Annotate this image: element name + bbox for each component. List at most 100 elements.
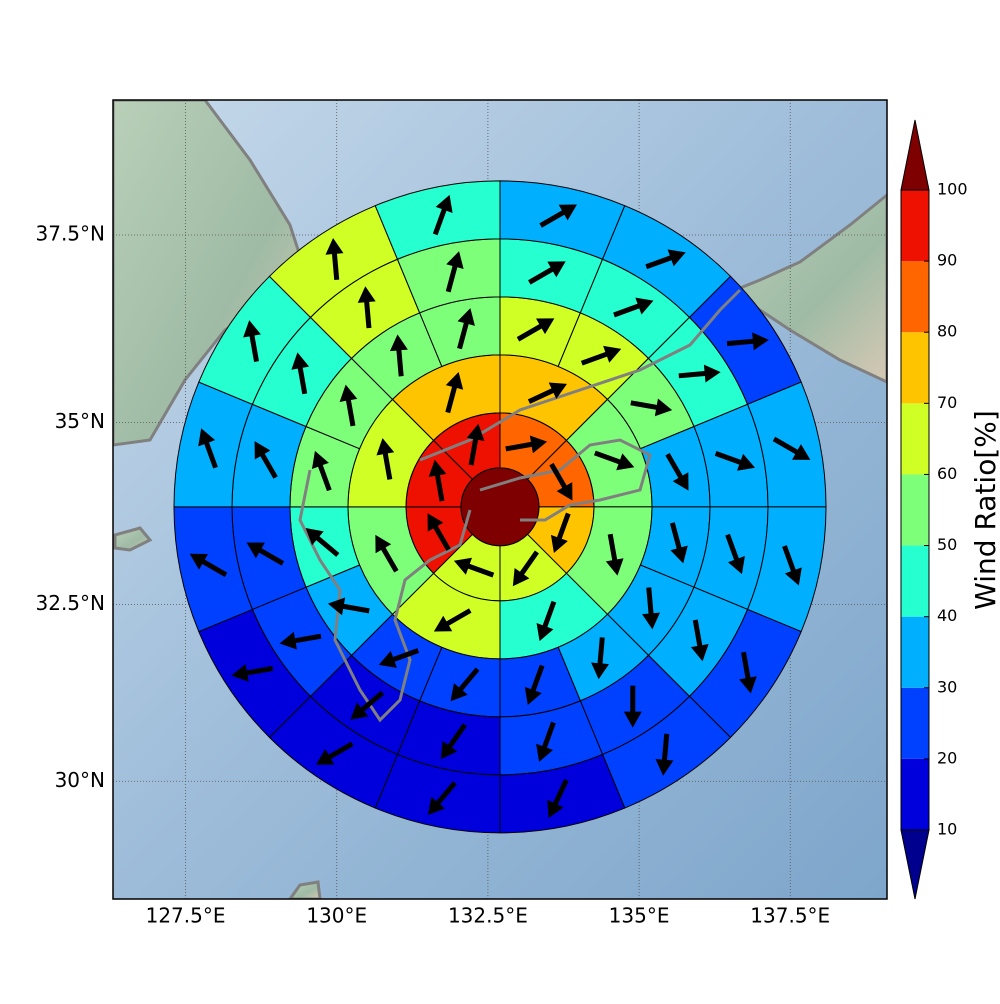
coastline bbox=[479, 438, 652, 522]
wind-arrow bbox=[327, 597, 370, 616]
wind-arrow bbox=[376, 438, 395, 480]
wind-arrow bbox=[305, 528, 340, 557]
colorbar-frame bbox=[900, 189, 930, 831]
colorbar-swatch bbox=[901, 474, 929, 546]
wind-arrow bbox=[311, 450, 332, 492]
wind-arrow bbox=[254, 441, 278, 479]
colorbar-under bbox=[900, 829, 930, 900]
wind-arrow bbox=[580, 345, 622, 366]
wind-arrow bbox=[378, 648, 420, 668]
wind-arrow bbox=[246, 542, 285, 566]
wind-arrow bbox=[678, 364, 721, 383]
wind-arrow bbox=[549, 462, 573, 501]
wind-arrow bbox=[527, 382, 568, 404]
wind-arrow bbox=[655, 733, 674, 776]
y-tick-label: 32.5°N bbox=[36, 591, 106, 615]
colorbar-tick-label: 100 bbox=[937, 180, 968, 199]
wind-arrow bbox=[505, 435, 548, 454]
wind-arrow bbox=[427, 513, 451, 551]
wind-arrow bbox=[782, 545, 802, 586]
wind-arrow bbox=[291, 352, 310, 395]
colorbar-tick-label: 40 bbox=[937, 606, 957, 625]
wind-arrow bbox=[450, 667, 480, 702]
colorbar-tick-label: 60 bbox=[937, 464, 957, 483]
wind-arrow bbox=[528, 261, 566, 285]
wind-arrow bbox=[375, 534, 399, 573]
wind-arrow bbox=[524, 664, 545, 706]
wind-arrow bbox=[453, 557, 495, 578]
y-tick-label: 37.5°N bbox=[36, 222, 106, 246]
x-tick-label: 130°E bbox=[306, 904, 367, 928]
colorbar-over bbox=[900, 119, 930, 191]
sectors bbox=[173, 180, 827, 834]
wind-arrow bbox=[440, 723, 467, 760]
colorbar-tick-label: 70 bbox=[937, 393, 957, 412]
colorbar-tick-label: 50 bbox=[937, 535, 957, 554]
wind-arrow bbox=[231, 664, 274, 682]
land bbox=[288, 880, 322, 899]
wind-arrow bbox=[669, 522, 688, 564]
arrows bbox=[189, 194, 811, 819]
wind-arrow bbox=[630, 398, 673, 417]
wind-arrow bbox=[198, 428, 218, 469]
wind-arrow bbox=[739, 651, 757, 694]
wind-arrow bbox=[432, 194, 453, 236]
wind-arrow bbox=[433, 608, 472, 632]
wind-arrow bbox=[539, 204, 577, 228]
wind-arrow bbox=[339, 384, 358, 427]
wind-arrow bbox=[279, 631, 322, 650]
wind-arrow bbox=[772, 436, 811, 460]
x-tick-label: 135°E bbox=[609, 904, 670, 928]
wind-arrow bbox=[547, 778, 569, 819]
wind-arrow bbox=[457, 308, 475, 350]
wind-arrow bbox=[516, 318, 555, 342]
wind-arrow bbox=[591, 637, 610, 680]
colorbar-swatch bbox=[901, 687, 929, 759]
plot-frame bbox=[112, 99, 888, 900]
colorbar-swatch bbox=[901, 403, 929, 475]
x-tick-label: 127.5°E bbox=[146, 904, 226, 928]
wind-arrow bbox=[445, 371, 464, 414]
wind-arrow bbox=[243, 320, 261, 362]
colorbar-swatch bbox=[901, 758, 929, 830]
wind-arrow bbox=[665, 452, 689, 491]
wind-arrow bbox=[350, 690, 385, 720]
wind-arrow bbox=[613, 297, 654, 318]
colorbar-swatch bbox=[901, 616, 929, 688]
wind-arrow bbox=[428, 459, 447, 502]
wind-arrow bbox=[536, 721, 556, 762]
wind-arrow bbox=[642, 587, 660, 630]
colorbar-swatch bbox=[901, 332, 929, 404]
x-tick-label: 132.5°E bbox=[448, 904, 528, 928]
wind-arrow bbox=[315, 741, 354, 765]
axes: 127.5°E 130°E 132.5°E 135°E 137.5°E 30°N 32.5°… bbox=[36, 222, 831, 928]
coastline bbox=[298, 469, 472, 723]
sector bbox=[374, 180, 501, 260]
wind-arrow bbox=[645, 249, 686, 270]
wind-arrow bbox=[357, 286, 376, 329]
colorbar: 10 20 30 40 50 60 70 80 90 100 bbox=[900, 119, 968, 900]
wind-arrow bbox=[389, 334, 408, 377]
wind-arrow bbox=[189, 553, 228, 577]
colorbar-swatch bbox=[901, 190, 929, 262]
wind-arrow bbox=[593, 450, 635, 471]
wind-arrow bbox=[427, 781, 457, 815]
wind-arrow bbox=[512, 550, 539, 587]
wind-arrow bbox=[623, 685, 642, 728]
wind-arrow bbox=[726, 332, 769, 351]
wind-arrow bbox=[325, 237, 344, 281]
wind-arrow bbox=[550, 512, 571, 553]
colorbar-swatch bbox=[901, 261, 929, 333]
y-tick-label: 35°N bbox=[55, 409, 105, 433]
colorbar-label: Wind Ratio[%] bbox=[969, 410, 1000, 610]
wind-arrow bbox=[714, 451, 756, 471]
wind-arrow bbox=[536, 600, 557, 642]
colorbar-tick-label: 10 bbox=[937, 820, 957, 839]
wind-arrow bbox=[466, 423, 485, 466]
y-tick-label: 30°N bbox=[55, 768, 105, 792]
colorbar-swatch bbox=[901, 545, 929, 617]
colorbar-tick-label: 30 bbox=[937, 677, 957, 696]
wind-arrow bbox=[725, 533, 745, 575]
wind-arrow bbox=[445, 251, 464, 293]
